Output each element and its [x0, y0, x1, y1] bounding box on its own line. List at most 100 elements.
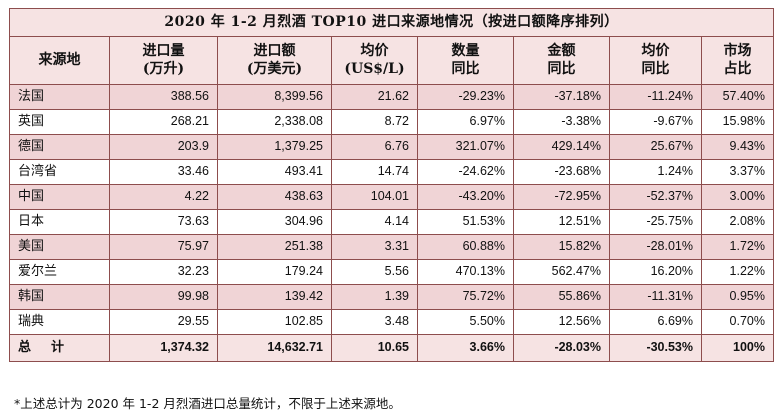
- column-header-line2: 同比: [451, 61, 480, 77]
- table-row: 英国 268.21 2,338.08 8.72 6.97% -3.38% -9.67% 15.…: [9, 109, 774, 135]
- value-cell: 179.24: [217, 259, 332, 285]
- column-header-line2: 占比: [723, 61, 752, 77]
- value-cell: 2.08%: [701, 209, 774, 235]
- value-cell: 29.55: [109, 309, 218, 335]
- column-header-line1: 进口额: [253, 42, 296, 59]
- value-cell: 33.46: [109, 159, 218, 185]
- value-cell: 1.72%: [701, 234, 774, 260]
- value-cell: 268.21: [109, 109, 218, 135]
- table-title-row: 2020 年 1-2 月烈酒 TOP10 进口来源地情况（按进口额降序排列）: [9, 8, 774, 37]
- total-value: 1,374.32: [109, 334, 218, 362]
- value-cell: 75.97: [109, 234, 218, 260]
- column-header: 市场 占比: [701, 36, 774, 85]
- column-header: 来源地: [9, 36, 110, 85]
- column-header: 进口额 (万美元): [217, 36, 332, 85]
- column-header-line2: (万美元): [246, 61, 303, 77]
- value-cell: -23.68%: [513, 159, 610, 185]
- value-cell: 25.67%: [609, 134, 702, 160]
- value-cell: 14.74: [331, 159, 418, 185]
- value-cell: 1.22%: [701, 259, 774, 285]
- column-header: 金额 同比: [513, 36, 610, 85]
- value-cell: 429.14%: [513, 134, 610, 160]
- value-cell: 8.72: [331, 109, 418, 135]
- value-cell: -72.95%: [513, 184, 610, 210]
- value-cell: 203.9: [109, 134, 218, 160]
- value-cell: 4.14: [331, 209, 418, 235]
- value-cell: 4.22: [109, 184, 218, 210]
- value-cell: 104.01: [331, 184, 418, 210]
- total-value: 14,632.71: [217, 334, 332, 362]
- value-cell: 9.43%: [701, 134, 774, 160]
- column-header-line1: 进口量: [142, 42, 185, 59]
- table-header-row: 来源地 进口量 (万升) 进口额 (万美元) 均价 (US$/L) 数量 同比 金额 同比 均价 同比市…: [9, 36, 774, 85]
- spirits-import-table: 2020 年 1-2 月烈酒 TOP10 进口来源地情况（按进口额降序排列） 来…: [9, 8, 774, 362]
- source-cell: 韩国: [9, 284, 110, 310]
- source-cell: 美国: [9, 234, 110, 260]
- column-header-line2: (万升): [142, 61, 185, 77]
- table-title: 2020 年 1-2 月烈酒 TOP10 进口来源地情况（按进口额降序排列）: [9, 8, 774, 37]
- value-cell: -43.20%: [417, 184, 514, 210]
- value-cell: 5.50%: [417, 309, 514, 335]
- table-row: 德国 203.9 1,379.25 6.76 321.07% 429.14% 25.67% 9…: [9, 134, 774, 160]
- total-value: -30.53%: [609, 334, 702, 362]
- value-cell: 1.24%: [609, 159, 702, 185]
- value-cell: 99.98: [109, 284, 218, 310]
- value-cell: 251.38: [217, 234, 332, 260]
- value-cell: 493.41: [217, 159, 332, 185]
- value-cell: -28.01%: [609, 234, 702, 260]
- value-cell: 6.76: [331, 134, 418, 160]
- column-header: 均价 (US$/L): [331, 36, 418, 85]
- value-cell: -3.38%: [513, 109, 610, 135]
- column-header: 均价 同比: [609, 36, 702, 85]
- footnote: *上述总计为 2020 年 1-2 月烈酒进口总量统计，不限于上述来源地。: [14, 396, 401, 411]
- value-cell: 321.07%: [417, 134, 514, 160]
- value-cell: 304.96: [217, 209, 332, 235]
- value-cell: -11.24%: [609, 84, 702, 110]
- value-cell: 6.69%: [609, 309, 702, 335]
- value-cell: 12.51%: [513, 209, 610, 235]
- column-header-line1: 市场: [723, 42, 752, 59]
- value-cell: 12.56%: [513, 309, 610, 335]
- table-row: 韩国 99.98 139.42 1.39 75.72% 55.86% -11.31% 0.95…: [9, 284, 774, 310]
- value-cell: 388.56: [109, 84, 218, 110]
- value-cell: 16.20%: [609, 259, 702, 285]
- value-cell: 75.72%: [417, 284, 514, 310]
- value-cell: 51.53%: [417, 209, 514, 235]
- total-label: 总计: [9, 334, 110, 362]
- source-cell: 日本: [9, 209, 110, 235]
- spirits-import-table-wrap: 2020 年 1-2 月烈酒 TOP10 进口来源地情况（按进口额降序排列） 来…: [9, 8, 774, 362]
- value-cell: -29.23%: [417, 84, 514, 110]
- table-row: 法国 388.56 8,399.56 21.62 -29.23% -37.18% -11.2…: [9, 84, 774, 110]
- value-cell: -25.75%: [609, 209, 702, 235]
- value-cell: 1.39: [331, 284, 418, 310]
- total-value: -28.03%: [513, 334, 610, 362]
- value-cell: 3.48: [331, 309, 418, 335]
- value-cell: 438.63: [217, 184, 332, 210]
- source-cell: 中国: [9, 184, 110, 210]
- source-cell: 英国: [9, 109, 110, 135]
- value-cell: 57.40%: [701, 84, 774, 110]
- value-cell: 2,338.08: [217, 109, 332, 135]
- column-header: 进口量 (万升): [109, 36, 218, 85]
- value-cell: -52.37%: [609, 184, 702, 210]
- value-cell: 470.13%: [417, 259, 514, 285]
- source-cell: 爱尔兰: [9, 259, 110, 285]
- table-row: 中国 4.22 438.63 104.01 -43.20% -72.95% -52.37% 3…: [9, 184, 774, 210]
- column-header-line2: 同比: [641, 61, 670, 77]
- value-cell: 15.98%: [701, 109, 774, 135]
- source-cell: 台湾省: [9, 159, 110, 185]
- value-cell: 6.97%: [417, 109, 514, 135]
- value-cell: 15.82%: [513, 234, 610, 260]
- value-cell: 139.42: [217, 284, 332, 310]
- table-row: 美国 75.97 251.38 3.31 60.88% 15.82% -28.01% 1.72…: [9, 234, 774, 260]
- column-header-line1: 来源地: [38, 51, 81, 68]
- column-header-line2: 同比: [547, 61, 576, 77]
- value-cell: 562.47%: [513, 259, 610, 285]
- value-cell: 5.56: [331, 259, 418, 285]
- value-cell: 3.00%: [701, 184, 774, 210]
- total-value: 100%: [701, 334, 774, 362]
- column-header-line1: 数量: [451, 42, 480, 59]
- value-cell: 55.86%: [513, 284, 610, 310]
- source-cell: 瑞典: [9, 309, 110, 335]
- source-cell: 德国: [9, 134, 110, 160]
